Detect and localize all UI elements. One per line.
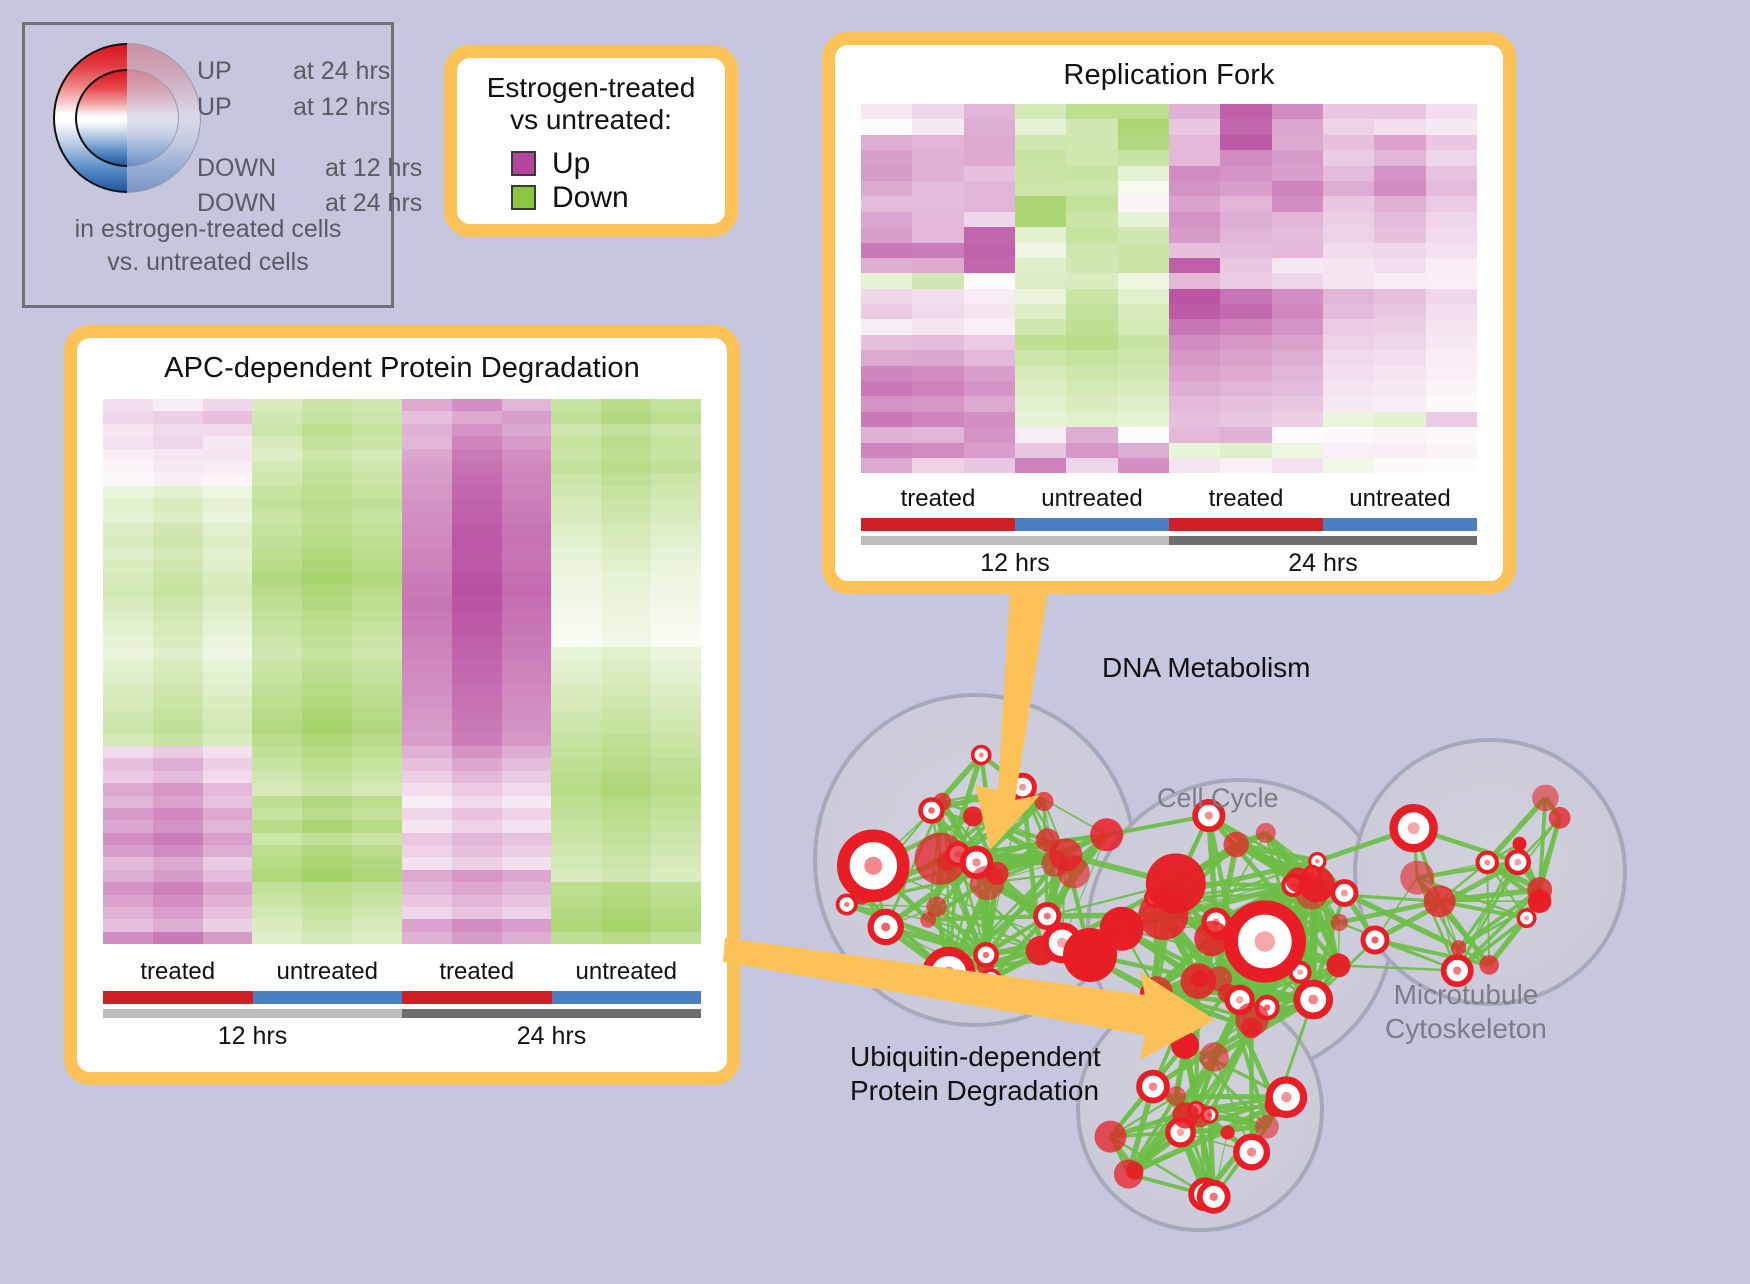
replication-fork-title: Replication Fork xyxy=(835,45,1503,92)
time-bar-seg-24hrs xyxy=(402,1009,701,1018)
key-direction-up-24: UP xyxy=(197,57,232,86)
treatment-bar-seg-1 xyxy=(1015,518,1169,531)
up-color-swatch xyxy=(511,151,536,176)
key-time-up-24: at 24 hrs xyxy=(293,57,390,86)
key-direction-down-12: DOWN xyxy=(197,154,276,183)
time-bar-seg-24hrs xyxy=(1169,536,1477,545)
legend-panel: Estrogen-treated vs untreated: Up Down xyxy=(444,45,738,237)
legend-item-up-label: Up xyxy=(552,147,590,181)
group-label-1: untreated xyxy=(1015,485,1169,513)
label-ubiquitin-protein-degradation: Ubiquitin-dependent Protein Degradation xyxy=(850,1040,1101,1108)
replication-fork-time-bar xyxy=(861,536,1477,545)
legend-title-line1: Estrogen-treated xyxy=(457,72,725,104)
legend-item-up: Up xyxy=(511,147,725,181)
replication-fork-group-labels: treated untreated treated untreated xyxy=(861,485,1477,513)
key-time-up-12: at 12 hrs xyxy=(293,93,390,122)
network-svg xyxy=(790,610,1750,1279)
legend-title-line2: vs untreated: xyxy=(457,104,725,136)
key-direction-up-12: UP xyxy=(197,93,232,122)
group-label-1: untreated xyxy=(253,958,403,986)
label-ubiquitin-line2: Protein Degradation xyxy=(850,1074,1101,1108)
treatment-bar-seg-3 xyxy=(552,991,702,1004)
group-label-0: treated xyxy=(103,958,253,986)
gradient-key-footer: in estrogen-treated cells vs. untreated … xyxy=(25,213,391,279)
key-footer-line1: in estrogen-treated cells xyxy=(25,213,391,246)
time-label-12hrs: 12 hrs xyxy=(861,549,1169,578)
label-ubiquitin-line1: Ubiquitin-dependent xyxy=(850,1040,1101,1074)
time-bar-seg-12hrs xyxy=(103,1009,402,1018)
group-label-3: untreated xyxy=(552,958,702,986)
treatment-bar-seg-0 xyxy=(861,518,1015,531)
treatment-bar-seg-2 xyxy=(1169,518,1323,531)
treatment-bar-seg-0 xyxy=(103,991,253,1004)
time-label-24hrs: 24 hrs xyxy=(1169,549,1477,578)
legend-title: Estrogen-treated vs untreated: xyxy=(457,58,725,137)
time-bar-seg-12hrs xyxy=(861,536,1169,545)
label-cell-cycle: Cell Cycle xyxy=(1157,783,1279,814)
replication-fork-time-labels: 12 hrs 24 hrs xyxy=(861,549,1477,578)
apc-time-labels: 12 hrs 24 hrs xyxy=(103,1022,701,1051)
apc-dependent-title: APC-dependent Protein Degradation xyxy=(77,338,727,385)
key-time-down-12: at 12 hrs xyxy=(325,154,422,183)
gradient-key-box: UP at 24 hrs UP at 12 hrs DOWN at 12 hrs… xyxy=(22,22,394,308)
legend-item-down: Down xyxy=(511,181,725,215)
label-microtubule-line2: Cytoskeleton xyxy=(1385,1012,1547,1046)
group-label-2: treated xyxy=(1169,485,1323,513)
functional-network-diagram: DNA Metabolism Cell Cycle Microtubule Cy… xyxy=(790,610,1750,1279)
time-label-24hrs: 24 hrs xyxy=(402,1022,701,1051)
label-dna-metabolism: DNA Metabolism xyxy=(1102,652,1311,684)
group-label-2: treated xyxy=(402,958,552,986)
replication-fork-panel: Replication Fork treated untreated treat… xyxy=(822,32,1516,594)
down-color-swatch xyxy=(511,185,536,210)
group-label-3: untreated xyxy=(1323,485,1477,513)
replication-fork-treatment-bar xyxy=(861,518,1477,531)
gradient-key-rings xyxy=(53,43,201,193)
apc-time-bar xyxy=(103,1009,701,1018)
legend-items: Up Down xyxy=(457,147,725,215)
apc-dependent-panel: APC-dependent Protein Degradation treate… xyxy=(64,325,740,1085)
replication-fork-heatmap xyxy=(861,104,1477,473)
apc-treatment-bar xyxy=(103,991,701,1004)
time-label-12hrs: 12 hrs xyxy=(103,1022,402,1051)
label-microtubule-cytoskeleton: Microtubule Cytoskeleton xyxy=(1385,978,1547,1046)
key-footer-line2: vs. untreated cells xyxy=(25,246,391,279)
apc-group-labels: treated untreated treated untreated xyxy=(103,958,701,986)
treatment-bar-seg-2 xyxy=(402,991,552,1004)
label-microtubule-line1: Microtubule xyxy=(1385,978,1547,1012)
group-label-0: treated xyxy=(861,485,1015,513)
legend-item-down-label: Down xyxy=(552,181,629,215)
apc-dependent-heatmap xyxy=(103,399,701,944)
treatment-bar-seg-3 xyxy=(1323,518,1477,531)
treatment-bar-seg-1 xyxy=(253,991,403,1004)
